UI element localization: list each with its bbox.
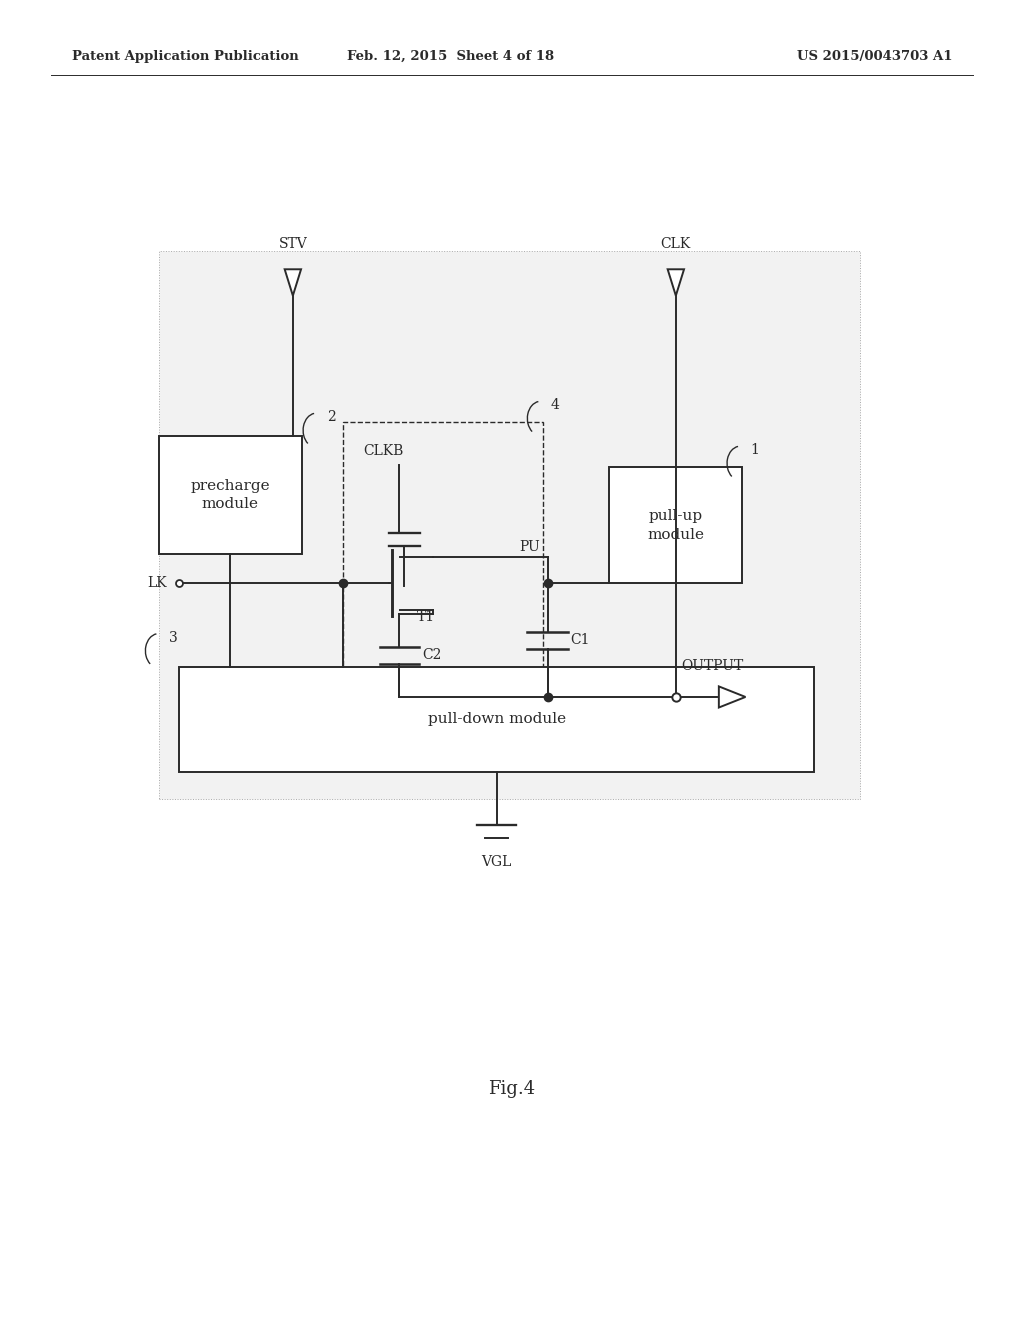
Text: US 2015/0043703 A1: US 2015/0043703 A1 [797,50,952,63]
Text: Patent Application Publication: Patent Application Publication [72,50,298,63]
Text: 2: 2 [327,411,336,424]
Text: LK: LK [147,577,167,590]
Text: T1: T1 [417,610,435,624]
Bar [343,422,543,726]
Text: Fig.4: Fig.4 [488,1080,536,1098]
Polygon shape [719,686,745,708]
Text: VGL: VGL [481,855,512,870]
Text: 4: 4 [551,399,560,412]
Text: precharge
module: precharge module [190,479,270,511]
Text: Feb. 12, 2015  Sheet 4 of 18: Feb. 12, 2015 Sheet 4 of 18 [347,50,554,63]
Bar [609,467,742,583]
Text: CLK: CLK [660,236,691,251]
Text: PU: PU [519,540,540,554]
Polygon shape [668,269,684,296]
Bar [179,667,814,772]
Text: pull-up
module: pull-up module [647,510,705,541]
Text: 3: 3 [169,631,178,644]
Polygon shape [285,269,301,296]
Text: C2: C2 [422,648,441,663]
FancyBboxPatch shape [159,251,860,799]
Text: STV: STV [279,236,307,251]
Text: 1: 1 [751,444,760,457]
Text: C1: C1 [570,634,590,647]
Bar [159,436,302,554]
Text: CLKB: CLKB [364,444,403,458]
Text: OUTPUT: OUTPUT [681,659,743,673]
Text: pull-down module: pull-down module [428,713,565,726]
